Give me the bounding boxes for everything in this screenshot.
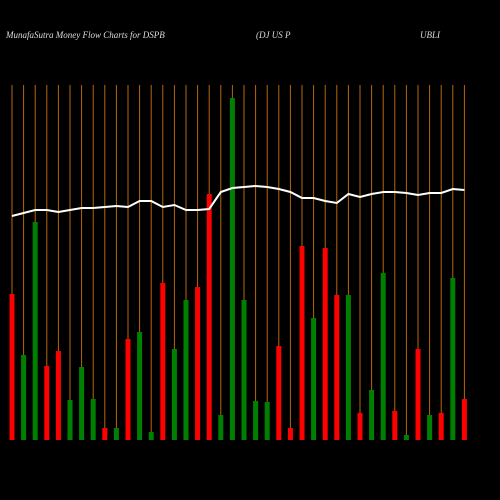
bar — [241, 300, 247, 440]
bar — [183, 300, 189, 440]
bar — [113, 428, 119, 440]
money-flow-line — [11, 184, 465, 217]
bar — [438, 413, 444, 440]
bar — [206, 194, 212, 440]
bar — [357, 413, 363, 440]
bar — [32, 222, 38, 440]
bar — [450, 278, 456, 440]
bar — [55, 351, 61, 440]
bar — [21, 355, 27, 440]
bar — [322, 248, 328, 440]
bar — [369, 390, 375, 440]
bar — [160, 283, 166, 440]
bar — [102, 428, 108, 440]
bar — [67, 400, 73, 440]
bar — [137, 332, 143, 440]
bar — [427, 415, 433, 440]
bar — [79, 367, 85, 440]
bar — [195, 287, 201, 440]
bar — [44, 366, 50, 440]
bar — [392, 411, 398, 440]
bar — [171, 349, 177, 440]
bar — [380, 273, 386, 440]
bar — [276, 346, 282, 440]
bar — [253, 401, 259, 440]
bar — [334, 295, 340, 440]
chart-subtitle: (DJ US P — [256, 30, 291, 40]
bar — [461, 399, 467, 440]
bar — [125, 339, 131, 440]
bar — [287, 428, 293, 440]
bar — [229, 98, 235, 440]
bar — [90, 399, 96, 440]
chart-title: MunafaSutra Money Flow Charts for DSPB — [5, 30, 165, 40]
bar — [264, 402, 270, 440]
chart-subtitle: UBLI — [420, 30, 441, 40]
bar — [148, 432, 154, 440]
bar — [218, 415, 224, 440]
bar — [9, 294, 15, 440]
bar — [311, 318, 317, 440]
bar — [299, 246, 305, 440]
bar — [403, 435, 409, 440]
bar — [415, 349, 421, 440]
bar — [345, 295, 351, 440]
